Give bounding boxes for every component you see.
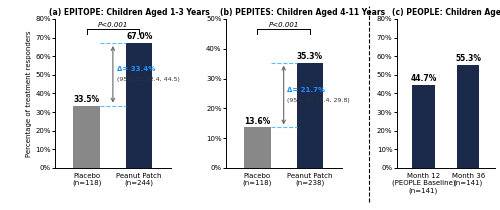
Text: P<0.001: P<0.001	[268, 22, 299, 28]
Text: Δ= 33.4%: Δ= 33.4%	[116, 66, 155, 72]
Text: 33.5%: 33.5%	[74, 95, 100, 104]
Bar	[244, 127, 270, 168]
Bar	[297, 63, 323, 168]
Bar	[412, 85, 434, 168]
Text: Δ= 21.7%: Δ= 21.7%	[288, 87, 326, 93]
Text: (c) PEOPLE: Children Aged 4-11 Years: (c) PEOPLE: Children Aged 4-11 Years	[392, 8, 500, 17]
Text: 13.6%: 13.6%	[244, 117, 270, 126]
Bar	[457, 65, 479, 168]
Text: 35.3%: 35.3%	[297, 52, 323, 61]
Bar	[126, 43, 152, 168]
Text: P<0.001: P<0.001	[98, 22, 128, 28]
Text: (95% CI: 22.4, 44.5): (95% CI: 22.4, 44.5)	[116, 77, 180, 82]
Text: 55.3%: 55.3%	[455, 54, 481, 63]
Text: (b) PEPITES: Children Aged 4-11 Years: (b) PEPITES: Children Aged 4-11 Years	[220, 8, 385, 17]
Text: (95% CI: 12.4, 29.8): (95% CI: 12.4, 29.8)	[288, 98, 350, 103]
Text: 67.0%: 67.0%	[126, 32, 152, 41]
Bar	[74, 106, 100, 168]
Y-axis label: Percentage of treatment responders: Percentage of treatment responders	[26, 30, 32, 157]
Text: (a) EPITOPE: Children Aged 1-3 Years: (a) EPITOPE: Children Aged 1-3 Years	[49, 8, 210, 17]
Text: 44.7%: 44.7%	[410, 74, 436, 83]
